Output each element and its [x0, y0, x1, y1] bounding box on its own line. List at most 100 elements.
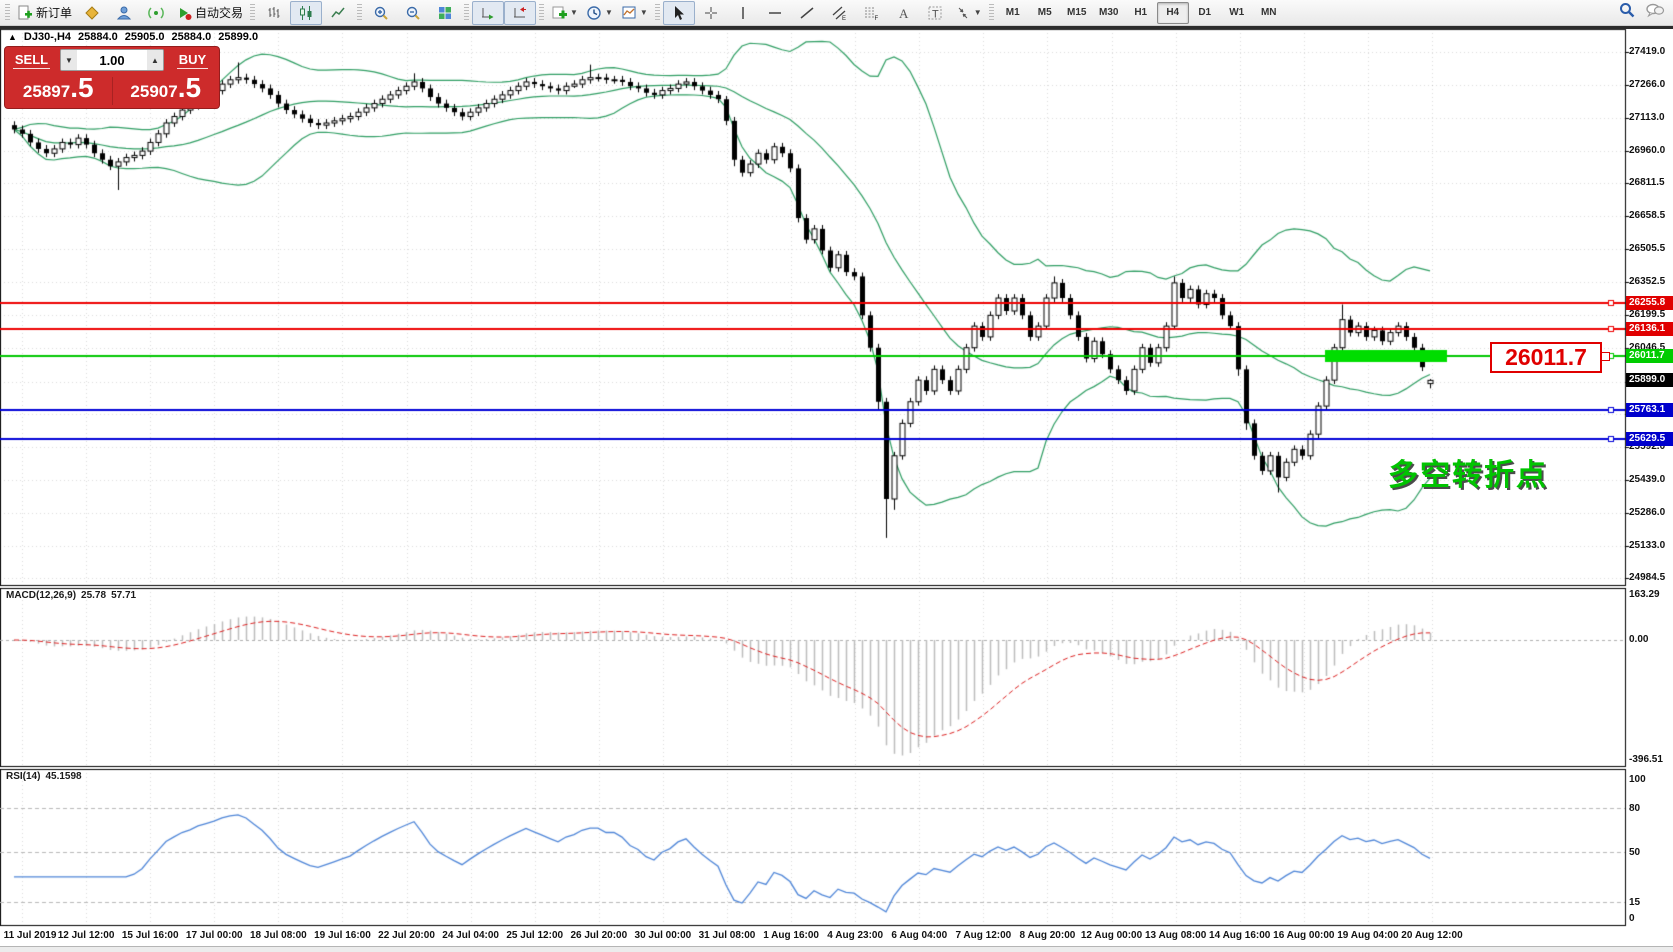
callout-anchor-square	[1601, 352, 1610, 361]
horizontal-line-button[interactable]	[759, 1, 791, 25]
zoom-in-button[interactable]	[365, 1, 397, 25]
signal-icon	[148, 6, 164, 19]
templates-button[interactable]: ▼	[617, 1, 652, 25]
bar-chart-button[interactable]	[258, 1, 290, 25]
price-callout-box[interactable]: 26011.7	[1490, 342, 1602, 373]
panel-divider	[111, 76, 113, 105]
chart-shift-button[interactable]	[504, 0, 537, 25]
price-tag: 26011.7	[1626, 349, 1673, 363]
y-axis-tick: 26811.5	[1629, 177, 1665, 189]
cursor-icon	[674, 5, 684, 20]
crosshair-button[interactable]	[695, 1, 727, 25]
collapse-panel-icon[interactable]: ▲	[8, 32, 17, 42]
y-axis-tick: 27113.0	[1629, 112, 1665, 124]
candlestick-chart-button[interactable]	[290, 0, 323, 25]
toolbar-grip	[464, 3, 470, 22]
x-axis-label: 31 Jul 08:00	[698, 930, 756, 941]
timeframe-button-MN[interactable]: MN	[1260, 7, 1277, 18]
vertical-line-button[interactable]	[727, 1, 759, 25]
fibonacci-icon: F	[864, 7, 878, 21]
timeframe-toolbar: M1 M5 M15 M30 H1 H4 D1 W1 MN	[997, 1, 1285, 24]
new-order-button[interactable]: 新订单	[13, 1, 76, 25]
zoom-out-button[interactable]	[397, 1, 429, 25]
buy-button[interactable]: BUY	[176, 52, 209, 69]
arrows-button[interactable]: ▼	[951, 1, 986, 25]
x-axis-label: 8 Aug 20:00	[1019, 930, 1076, 941]
timeframe-button-H1[interactable]: H1	[1134, 7, 1148, 18]
indicators-button[interactable]: ▼	[547, 1, 582, 25]
toolbar-grip	[250, 3, 256, 22]
x-axis-label: 6 Aug 04:00	[891, 930, 948, 941]
gold-diamond-icon	[85, 5, 99, 20]
chart-header: ▲ DJ30-,H4 25884.0 25905.0 25884.0 25899…	[8, 31, 258, 43]
equidistant-channel-button[interactable]: E	[823, 1, 855, 25]
rsi-axis-tick: 50	[1629, 846, 1641, 858]
fibonacci-button[interactable]: F	[855, 1, 887, 25]
timeframe-button-M15[interactable]: M15	[1066, 7, 1087, 18]
timeframe-button-M1[interactable]: M1	[1005, 7, 1020, 18]
y-axis-tick: 27266.0	[1629, 78, 1666, 90]
autotrade-label: 自动交易	[195, 6, 244, 20]
y-axis-tick: 26046.5	[1629, 342, 1666, 354]
periods-button[interactable]: ▼	[582, 1, 617, 25]
clock-icon	[587, 5, 601, 20]
zoom-in-icon	[374, 6, 388, 20]
signal-button[interactable]	[140, 1, 172, 25]
timeframe-button-W1[interactable]: W1	[1229, 7, 1245, 18]
svg-text:T: T	[932, 8, 939, 20]
timeframe-button-H4[interactable]: H4	[1156, 1, 1189, 24]
chevron-down-icon: ▼	[639, 8, 648, 17]
timeframe-button-M30[interactable]: M30	[1098, 7, 1119, 18]
rsi-value: 45.1598	[45, 771, 82, 782]
volume-increase-button[interactable]: ▲	[147, 50, 163, 70]
y-axis-tick: 24984.5	[1629, 571, 1666, 583]
line-chart-button[interactable]	[322, 1, 354, 25]
one-click-trading-panel: SELL ▼ ▲ BUY 25897.5 25907.5	[4, 46, 220, 109]
trendline-icon	[800, 6, 814, 19]
x-axis-label: 19 Aug 04:00	[1337, 930, 1399, 941]
x-axis-label: 11 Jul 2019	[3, 930, 57, 941]
ohlc-close: 25899.0	[218, 31, 259, 43]
sell-button[interactable]: SELL	[12, 52, 51, 69]
candlestick-chart-icon	[300, 5, 312, 20]
line-chart-icon	[331, 7, 345, 17]
toolbar-grip	[539, 3, 545, 22]
search-icon[interactable]	[1619, 2, 1635, 18]
ohlc-low: 25884.0	[171, 31, 212, 43]
macd-axis-tick: 0.00	[1629, 634, 1649, 645]
new-order-icon	[18, 5, 32, 19]
text-button[interactable]: A	[887, 1, 919, 25]
sell-price[interactable]: 25897.5	[22, 72, 94, 103]
y-axis-tick: 25439.0	[1629, 473, 1666, 485]
price-tag: 25899.0	[1626, 373, 1673, 388]
toolbar-grip	[357, 3, 363, 22]
buy-price[interactable]: 25907.5	[130, 72, 202, 103]
x-axis-label: 20 Aug 12:00	[1401, 930, 1463, 941]
history-button[interactable]	[76, 1, 108, 25]
auto-scroll-button[interactable]	[472, 0, 505, 25]
volume-input[interactable]	[77, 50, 147, 70]
cursor-button[interactable]	[662, 0, 695, 25]
volume-decrease-button[interactable]: ▼	[61, 50, 77, 70]
equidistant-channel-icon: E	[832, 6, 846, 21]
ohlc-high: 25905.0	[124, 31, 165, 43]
autotrade-button[interactable]: 自动交易	[172, 1, 247, 25]
chat-icon[interactable]	[1645, 2, 1665, 18]
tile-windows-button[interactable]	[429, 1, 461, 25]
profile-button[interactable]	[108, 1, 140, 25]
x-axis-label: 13 Aug 08:00	[1144, 930, 1207, 941]
profile-icon	[116, 6, 132, 19]
tile-windows-icon	[439, 6, 452, 19]
symbol-period-label: DJ30-,H4	[23, 31, 71, 43]
turning-point-annotation[interactable]: 多空转折点	[1388, 459, 1548, 492]
rsi-axis-tick: 0	[1629, 913, 1635, 924]
timeframe-button-M5[interactable]: M5	[1037, 7, 1052, 18]
trendline-button[interactable]	[791, 1, 823, 25]
indicators-icon	[552, 6, 568, 18]
text-label-button[interactable]: T	[919, 1, 951, 25]
price-tag: 25629.5	[1626, 431, 1673, 446]
timeframe-button-D1[interactable]: D1	[1198, 7, 1212, 18]
price-tag: 26136.1	[1626, 322, 1673, 337]
